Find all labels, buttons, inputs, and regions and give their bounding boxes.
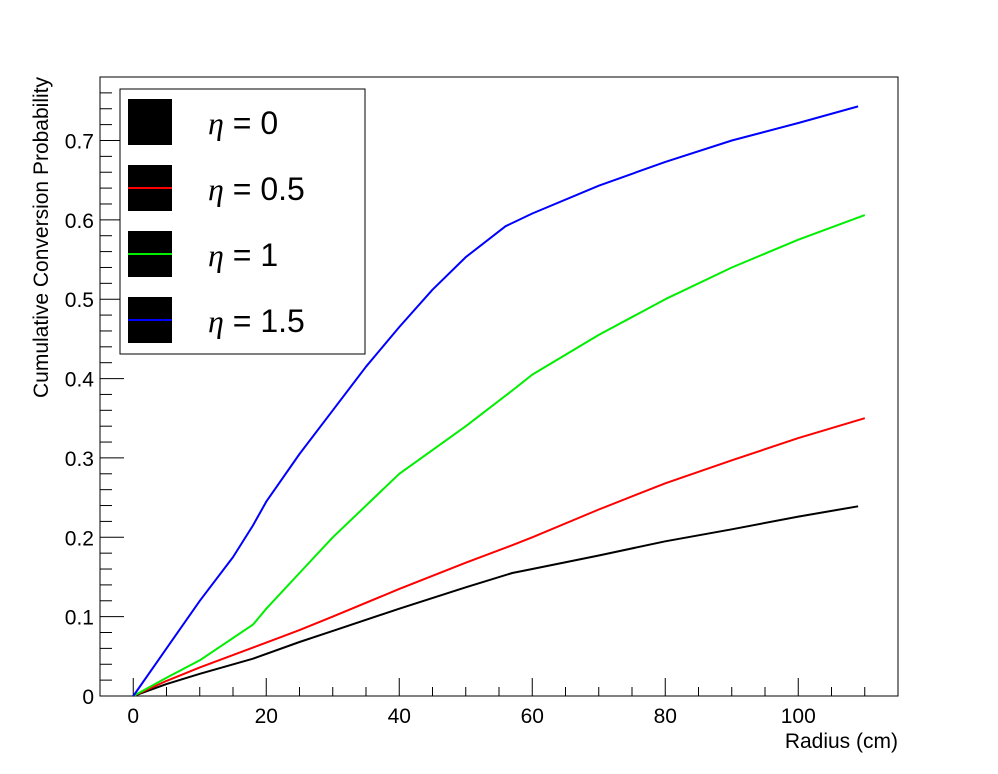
legend-label: η = 0.5 [208,171,305,207]
legend-label-symbol: η [208,237,224,273]
series-line [132,505,859,697]
y-axis: 0 0.1 0.2 0.3 0.4 0.5 0.6 0.7 [65,92,124,709]
legend-label-value: = 1 [224,237,278,273]
y-tick-label: 0.7 [65,130,94,153]
x-tick-label: 60 [521,705,544,728]
legend-label-symbol: η [208,303,224,339]
x-tick-label: 20 [255,705,278,728]
series-layer [132,105,866,697]
legend-label-value: = 0.5 [224,171,305,207]
series-line [132,214,866,697]
y-tick-label: 0.3 [65,448,94,471]
y-tick-label: 0.1 [65,607,94,630]
x-tick-label: 100 [781,705,816,728]
x-tick-label: 40 [388,705,411,728]
series-line [132,105,859,697]
legend-label-symbol: η [208,171,224,207]
legend-label-value: = 1.5 [224,303,305,339]
legend-label: η = 0 [208,105,278,141]
y-tick-label: 0.4 [65,369,95,392]
series-line [132,417,866,697]
y-tick-label: 0.6 [65,210,94,233]
legend-label-value: = 0 [224,105,278,141]
x-axis: 0 20 40 60 80 100 [99,678,899,728]
legend: η = 0η = 0.5η = 1η = 1.5 [119,88,366,355]
y-tick-label: 0 [82,686,94,709]
legend-label-symbol: η [208,105,224,141]
legend-label: η = 1.5 [208,303,305,339]
y-tick-label: 0.5 [65,289,94,312]
x-tick-label: 80 [654,705,677,728]
x-tick-label: 0 [127,705,139,728]
x-axis-title: Radius (cm) [785,730,898,753]
legend-label: η = 1 [208,237,278,273]
y-axis-title: Cumulative Conversion Probability [30,77,53,398]
y-tick-label: 0.2 [65,527,94,550]
